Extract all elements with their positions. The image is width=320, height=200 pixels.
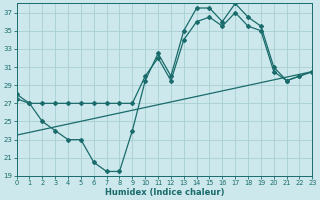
- X-axis label: Humidex (Indice chaleur): Humidex (Indice chaleur): [105, 188, 224, 197]
